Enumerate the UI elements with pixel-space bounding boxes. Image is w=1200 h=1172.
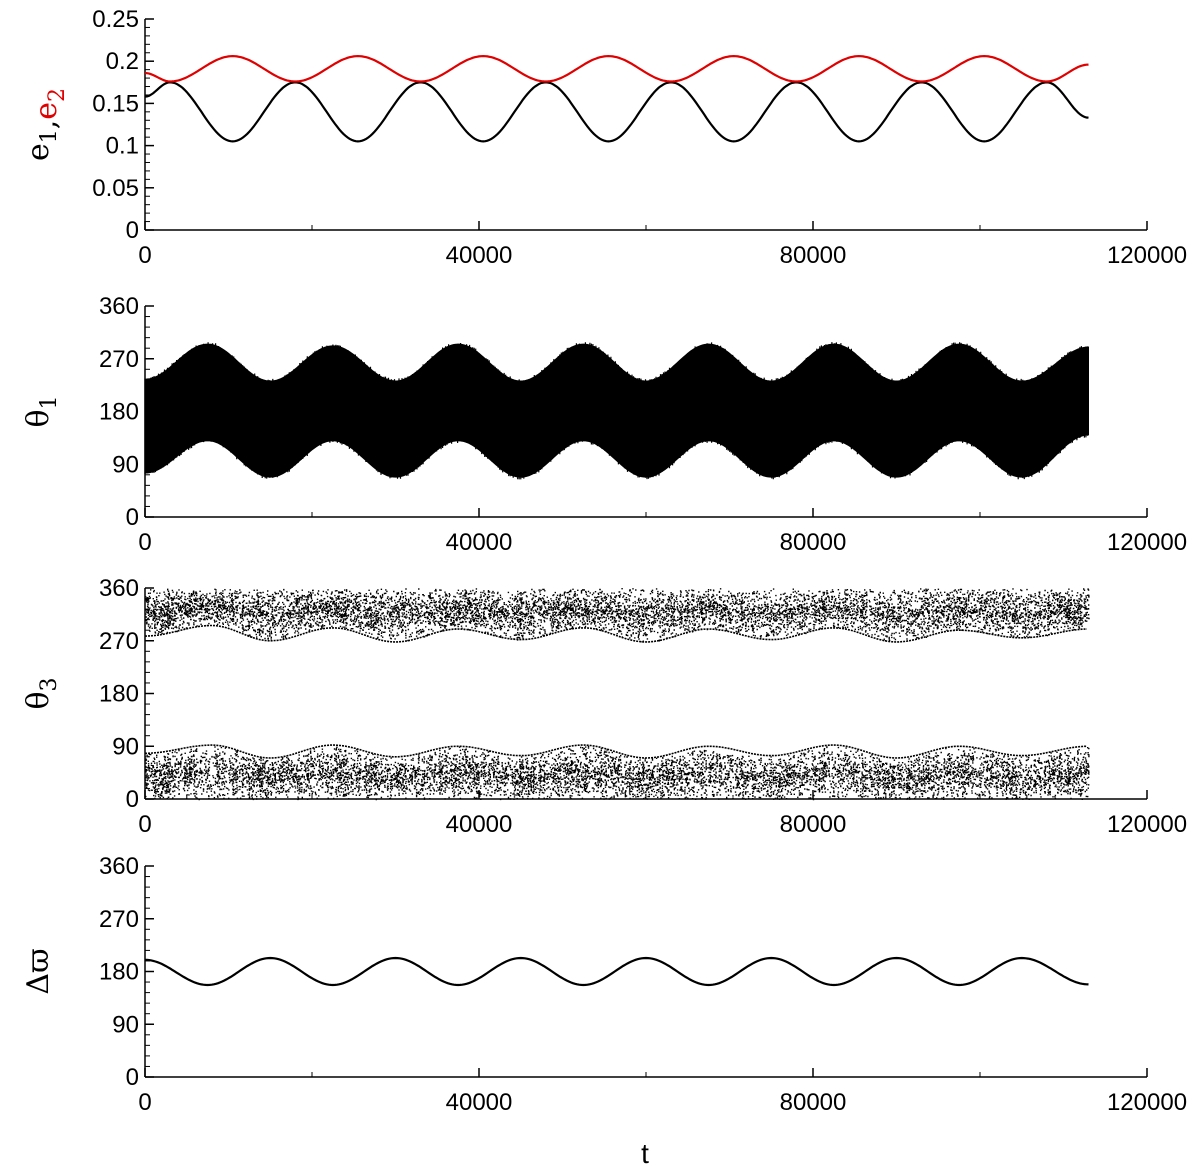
x-tick-label: 40000: [446, 529, 513, 556]
panel-theta3: 0 90 180 270 360 0 40000 80000 120000 θ3: [21, 575, 1187, 838]
x-tick-label: 120000: [1107, 811, 1187, 838]
y-tick-label: 0: [126, 217, 139, 244]
y-axis-title-subscript: 3: [37, 677, 62, 691]
x-tick-label: 80000: [780, 1089, 847, 1116]
x-tick-label: 0: [138, 242, 151, 269]
y-axis-title-part: θ: [21, 691, 56, 709]
y-tick-label: 0.25: [92, 6, 139, 33]
y-tick-label: 0: [126, 504, 139, 531]
y-axis-title: e1,e2: [21, 88, 70, 161]
y-axis-title: θ3: [21, 677, 62, 709]
y-tick-label: 90: [112, 451, 139, 478]
x-tick-label: 120000: [1107, 529, 1187, 556]
scatter-band-upper-edge: [144, 624, 1087, 643]
oscillation-fringe: [144, 342, 1088, 480]
x-tick-label: 80000: [780, 811, 847, 838]
x-tick-label: 80000: [780, 529, 847, 556]
y-axis-title-subscript: 2: [45, 88, 70, 102]
y-tick-label: 360: [99, 575, 139, 602]
y-tick-label: 270: [99, 906, 139, 933]
y-tick-label: 180: [99, 959, 139, 986]
y-tick-label: 0: [126, 1064, 139, 1091]
series-line-e1: [144, 81, 1089, 143]
panel-delta-pomega: 0 90 180 270 360 0 40000 80000 120000 Δϖ: [21, 853, 1187, 1116]
x-tick-label: 40000: [446, 1089, 513, 1116]
series-line-dpomega: [145, 956, 1089, 987]
y-axis-title: Δϖ: [21, 948, 56, 994]
y-axis-title-part: e: [29, 102, 64, 120]
y-axis-title-part: e: [21, 143, 56, 161]
panel-eccentricity: 00.050.10.150.20.250 40000 80000 120000e1,e…: [21, 6, 1187, 269]
x-axis-title: t: [641, 1138, 649, 1169]
y-axis-title: θ1: [21, 395, 62, 427]
y-tick-label: 90: [112, 733, 139, 760]
y-tick-label: 180: [99, 681, 139, 708]
y-tick-label: 270: [99, 628, 139, 655]
y-tick-label: 360: [99, 853, 139, 880]
x-tick-label: 40000: [446, 242, 513, 269]
y-axis-title-part: θ: [21, 409, 56, 427]
y-tick-label: 0.1: [106, 133, 139, 160]
x-tick-label: 120000: [1107, 242, 1187, 269]
scatter-band-lower-edge: [145, 744, 1087, 759]
y-tick-label: 0.2: [106, 48, 139, 75]
series-line-e2: [144, 54, 1089, 83]
y-tick-label: 0.15: [92, 90, 139, 117]
y-axis-title-part: ,: [29, 120, 64, 130]
scatter-band-lower: [145, 745, 1090, 801]
scatter-points: [144, 588, 1090, 801]
y-axis-title-subscript: 1: [37, 129, 62, 143]
y-tick-label: 180: [99, 399, 139, 426]
x-tick-label: 120000: [1107, 1089, 1187, 1116]
scatter-band-upper: [145, 588, 1090, 643]
y-tick-label: 0: [126, 786, 139, 813]
y-tick-label: 90: [112, 1011, 139, 1038]
x-tick-label: 0: [138, 811, 151, 838]
y-tick-label: 270: [99, 346, 139, 373]
y-tick-label: 0.05: [92, 175, 139, 202]
panel-theta1: 0 90 180 270 360 0 40000 80000 120000 θ1: [21, 293, 1187, 556]
x-tick-label: 0: [138, 529, 151, 556]
y-tick-label: 360: [99, 293, 139, 320]
y-axis-title-part: Δϖ: [21, 948, 56, 994]
x-tick-label: 0: [138, 1089, 151, 1116]
x-tick-label: 40000: [446, 811, 513, 838]
x-tick-label: 80000: [780, 242, 847, 269]
y-axis-title-subscript: 1: [37, 395, 62, 409]
